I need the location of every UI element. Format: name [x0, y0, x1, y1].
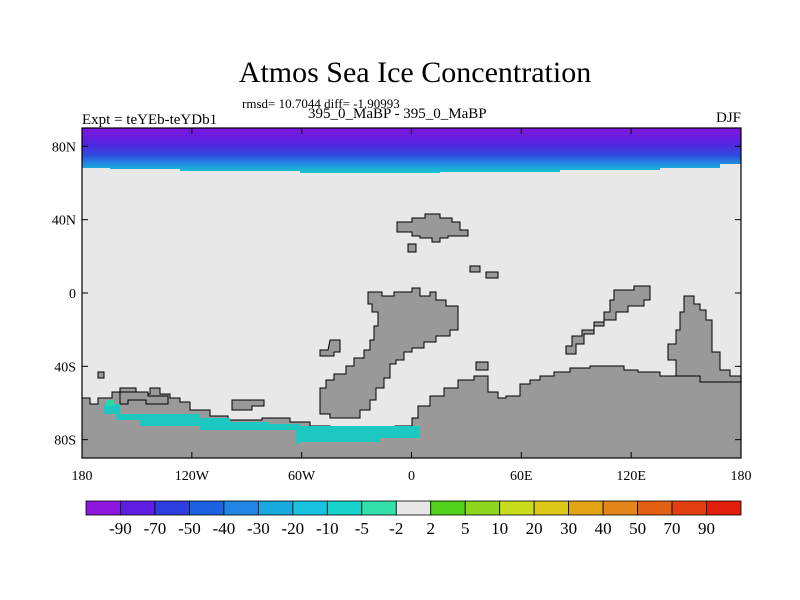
colorbar-swatch: [154, 500, 190, 516]
land-small-island: [319, 339, 341, 357]
colorbar: -90 -70 -50 -40 -30 -20 -10 -5 -2 2 5 10 20 30 40 50 70 9…: [85, 500, 742, 538]
land-antarctic-peninsula: [119, 391, 169, 405]
colorbar-swatch: [292, 500, 328, 516]
colorbar-label: 30: [560, 519, 577, 538]
colorbar-swatch: [464, 500, 501, 516]
x-tick-label: 120W: [175, 469, 210, 484]
colorbar-swatch: [85, 500, 121, 516]
colorbar-label: -30: [247, 519, 270, 538]
y-tick-label: 80S: [54, 434, 76, 449]
colorbar-label: -40: [213, 519, 236, 538]
arctic-sea-ice: [82, 128, 741, 173]
colorbar-swatch: [223, 500, 259, 516]
land-small-island: [407, 243, 417, 253]
land-small-island: [475, 361, 489, 371]
land-south-america: [319, 287, 459, 419]
colorbar-swatch: [189, 500, 225, 516]
map-title: Atmos Sea Ice Concentration: [238, 56, 592, 89]
colorbar-swatch: [361, 500, 397, 516]
y-tick-label: 80N: [52, 140, 76, 155]
colorbar-swatch: [602, 500, 638, 516]
x-tick-label: 0: [408, 469, 415, 484]
colorbar-label: -5: [355, 519, 369, 538]
x-tick-label: 60E: [510, 469, 533, 484]
colorbar-swatch: [120, 500, 156, 516]
colorbar-label: 40: [595, 519, 612, 538]
colorbar-label: -90: [109, 519, 132, 538]
y-tick-label: 0: [69, 287, 76, 302]
colorbar-label: -70: [144, 519, 167, 538]
land-small-island: [97, 371, 105, 379]
map-axes: 180 120W 60W 0 60E 120E 180 80N 40N 0 40S 80S: [52, 128, 752, 484]
x-tick-label: 180: [731, 469, 752, 484]
x-tick-label: 120E: [616, 469, 646, 484]
period-label: 395_0_MaBP - 395_0_MaBP: [308, 106, 487, 122]
colorbar-label: 50: [629, 519, 646, 538]
season-label: DJF: [715, 110, 741, 126]
colorbar-swatch: [637, 500, 673, 516]
x-tick-label: 60W: [288, 469, 316, 484]
land-small-island: [231, 399, 265, 411]
land-eastern-continent: [565, 285, 651, 355]
colorbar-swatch: [326, 500, 363, 516]
colorbar-swatch: [430, 500, 466, 516]
colorbar-label: 2: [426, 519, 435, 538]
colorbar-swatch: [499, 500, 535, 516]
colorbar-label: -50: [178, 519, 201, 538]
colorbar-label: 5: [461, 519, 470, 538]
x-tick-label: 180: [72, 469, 93, 484]
y-tick-label: 40N: [52, 214, 76, 229]
colorbar-swatch: [533, 500, 570, 516]
colorbar-label: -2: [389, 519, 403, 538]
colorbar-label: -20: [282, 519, 305, 538]
rmsd-diff-subtitle: rmsd= 10.7044 diff= -1.90993: [242, 96, 400, 111]
experiment-label: Expt = teYEb-teYDb1: [82, 112, 218, 128]
colorbar-swatch: [395, 500, 432, 516]
antarctic-sea-ice-edge: [106, 400, 114, 406]
colorbar-label: 90: [698, 519, 715, 538]
colorbar-swatch: [706, 500, 742, 516]
colorbar-swatch: [257, 500, 294, 516]
land-small-island: [469, 265, 481, 273]
land-north-africa: [396, 213, 469, 243]
y-tick-label: 40S: [54, 360, 76, 375]
colorbar-label: 70: [664, 519, 681, 538]
colorbar-swatch: [671, 500, 707, 516]
land-small-island: [485, 271, 499, 279]
colorbar-swatch: [568, 500, 604, 516]
antarctic-sea-ice: [104, 404, 420, 444]
colorbar-label: 20: [526, 519, 543, 538]
colorbar-label: -10: [316, 519, 339, 538]
colorbar-label: 10: [491, 519, 508, 538]
